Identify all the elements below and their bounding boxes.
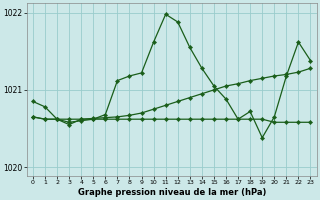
X-axis label: Graphe pression niveau de la mer (hPa): Graphe pression niveau de la mer (hPa) — [77, 188, 266, 197]
